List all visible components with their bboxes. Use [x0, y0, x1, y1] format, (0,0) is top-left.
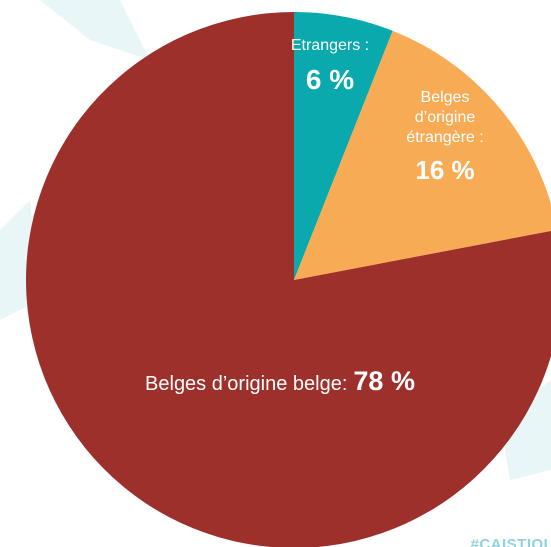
- slice-name: Etrangers :: [290, 37, 370, 54]
- slice-value-label: 16 %: [415, 155, 475, 185]
- pie-slice: [294, 12, 393, 280]
- footer-text: #CAISTIQU: [470, 536, 551, 547]
- slice-name: Belges d’origine étrangère :: [406, 89, 484, 146]
- slice-label: Etrangers : 6 %: [270, 36, 390, 97]
- slice-value-label: 78 %: [353, 366, 415, 396]
- slice-label: Belges d’origine étrangère : 16 %: [390, 88, 500, 187]
- pie-slice: [294, 30, 551, 280]
- decor-shape: [40, 0, 150, 60]
- slice-label: Belges d’origine belge: 78 %: [90, 365, 470, 399]
- pie-slice: [26, 12, 551, 547]
- background-decoration: [0, 0, 551, 480]
- slice-name: Belges d’origine belge:: [145, 373, 348, 395]
- decor-shape: [500, 380, 551, 480]
- slice-value-label: 6 %: [305, 64, 355, 95]
